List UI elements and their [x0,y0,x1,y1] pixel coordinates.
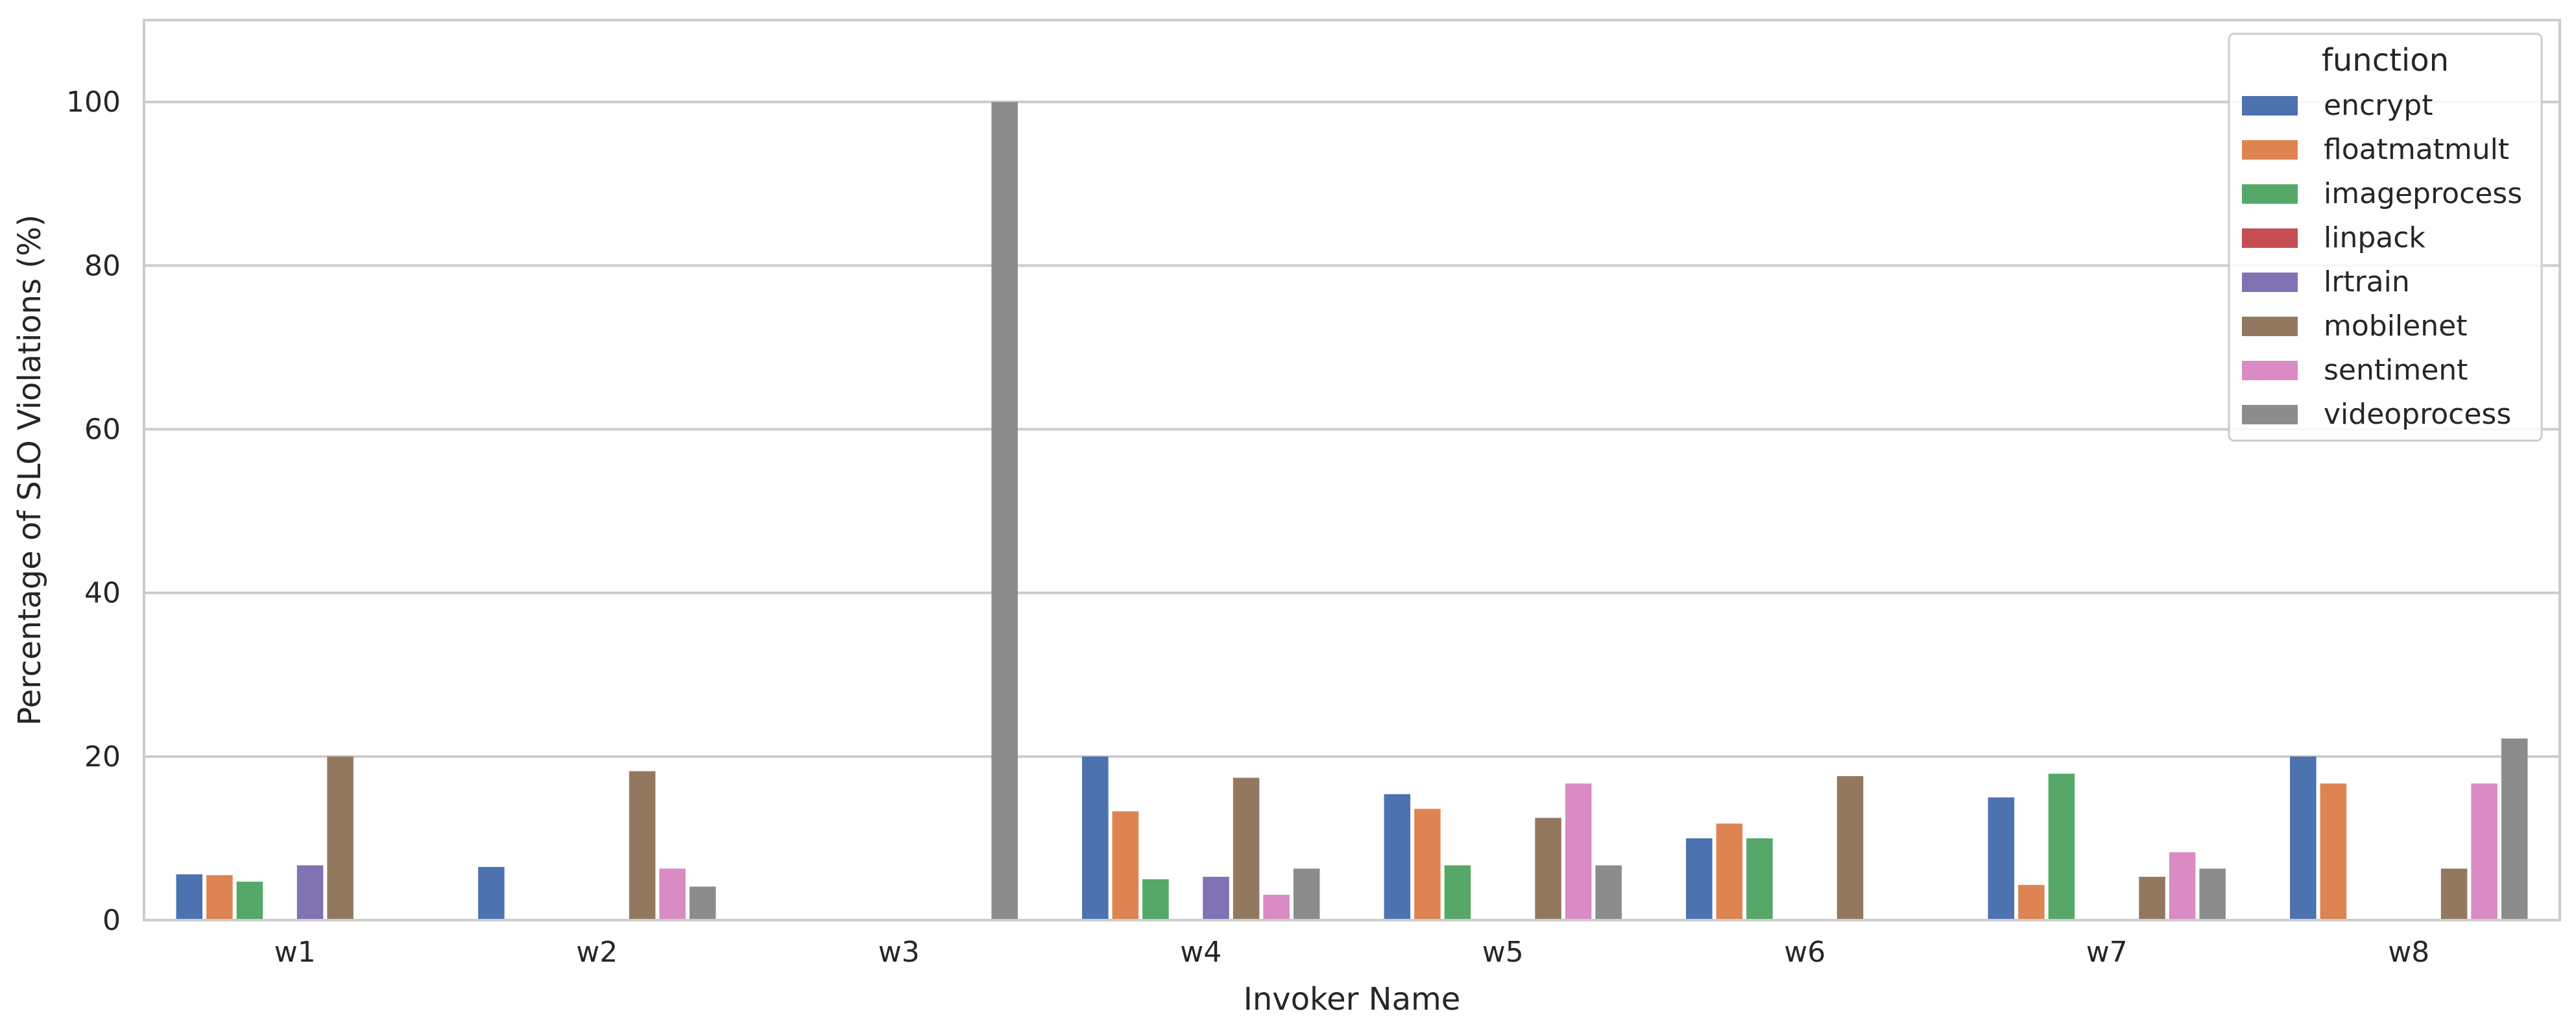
bar-floatmatmult-w5 [1414,809,1441,920]
bar-videoprocess-w8 [2501,738,2528,920]
bar-encrypt-w1 [176,874,203,920]
bar-videoprocess-w7 [2199,868,2226,920]
legend: function encrypt floatmatmult imageprocess… [2228,32,2543,442]
bar-sentiment-w8 [2471,783,2498,920]
bar-sentiment-w5 [1565,783,1592,920]
legend-label-mobilenet: mobilenet [2324,310,2467,343]
y-tick-label: 80 [84,249,121,282]
legend-swatch-mobilenet [2242,317,2298,336]
y-tick-labels: 0 20 40 60 80 100 [66,86,121,937]
legend-swatch-lrtrain [2242,273,2298,292]
bar-videoprocess-w2 [689,886,716,920]
legend-label-lrtrain: lrtrain [2324,265,2410,298]
bar-lrtrain-w1 [296,865,324,920]
bar-mobilenet-w7 [2139,877,2165,920]
legend-swatch-linpack [2242,228,2298,248]
bars [176,102,2528,920]
legend-label-floatmatmult: floatmatmult [2324,133,2509,166]
bar-sentiment-w4 [1263,894,1290,920]
y-tick-label: 40 [84,577,121,610]
bar-mobilenet-w4 [1233,777,1260,920]
legend-box [2228,32,2543,442]
bar-floatmatmult-w1 [206,875,233,920]
y-tick-label: 100 [66,86,121,119]
legend-label-videoprocess: videoprocess [2324,398,2511,431]
legend-swatch-floatmatmult [2242,140,2298,160]
bar-mobilenet-w6 [1836,776,1864,920]
legend-swatch-sentiment [2242,361,2298,380]
legend-label-sentiment: sentiment [2324,354,2468,387]
bar-lrtrain-w4 [1203,877,1229,920]
bar-sentiment-w7 [2169,852,2196,920]
legend-swatch-videoprocess [2242,405,2298,424]
legend-label-linpack: linpack [2324,221,2426,254]
bar-mobilenet-w2 [629,771,656,920]
bar-imageprocess-w7 [2048,773,2075,920]
bar-videoprocess-w3 [991,102,1018,920]
x-tick-label-w5: w5 [1482,936,1524,969]
bar-encrypt-w4 [1082,756,1109,920]
x-tick-label-w8: w8 [2388,936,2429,969]
x-tick-label-w3: w3 [878,936,920,969]
bar-videoprocess-w4 [1293,868,1320,920]
x-tick-label-w4: w4 [1180,936,1222,969]
bar-imageprocess-w5 [1444,865,1471,920]
legend-label-imageprocess: imageprocess [2324,177,2522,210]
x-axis-label: Invoker Name [1244,981,1461,1017]
legend-title: function [2322,42,2449,79]
x-tick-labels: w1 w2 w3 w4 w5 w6 w7 w8 [274,936,2429,969]
bar-encrypt-w6 [1686,838,1713,920]
bar-encrypt-w5 [1384,794,1411,920]
bar-imageprocess-w6 [1746,838,1773,920]
legend-items: encrypt floatmatmult imageprocess linpack lr… [2242,89,2522,431]
bar-mobilenet-w1 [327,756,354,920]
bar-floatmatmult-w4 [1112,811,1139,920]
legend-swatch-imageprocess [2242,184,2298,204]
y-axis-label: Percentage of SLO Violations (%) [12,215,48,726]
plot-frame [143,19,2561,921]
legend-swatch-encrypt [2242,96,2298,116]
grid-lines [144,101,2560,921]
bar-floatmatmult-w7 [2018,884,2045,920]
bar-sentiment-w2 [659,868,686,920]
y-tick-label: 20 [84,740,121,773]
x-tick-label-w7: w7 [2086,936,2128,969]
bar-videoprocess-w5 [1595,865,1622,920]
bar-mobilenet-w8 [2440,868,2468,920]
x-tick-label-w1: w1 [274,936,316,969]
bar-floatmatmult-w8 [2320,783,2347,920]
bar-encrypt-w7 [1988,797,2015,920]
legend-label-encrypt: encrypt [2324,89,2433,122]
bar-imageprocess-w4 [1142,879,1169,920]
x-tick-label-w2: w2 [576,936,618,969]
bar-imageprocess-w1 [236,881,263,920]
x-tick-label-w6: w6 [1784,936,1825,969]
bar-mobilenet-w5 [1535,818,1561,920]
bar-encrypt-w2 [478,867,505,920]
y-tick-label: 0 [102,904,121,937]
y-tick-label: 60 [84,413,121,446]
bar-floatmatmult-w6 [1716,823,1743,920]
bar-encrypt-w8 [2290,756,2317,920]
